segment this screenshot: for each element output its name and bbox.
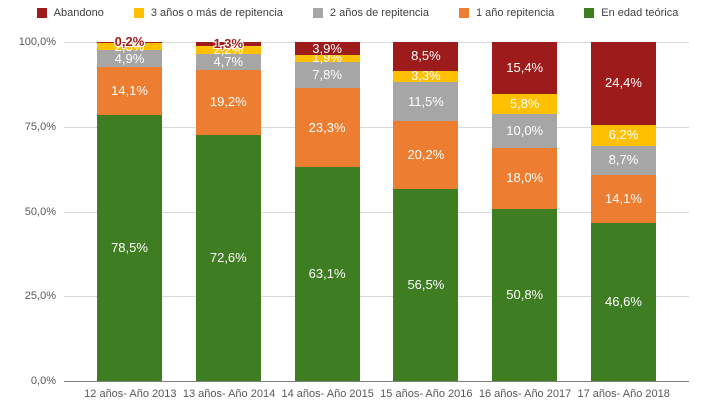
stacked-bar: 46,6% 14,1% 8,7% 6,2% 24,4%: [590, 42, 656, 381]
data-label: 4,7%: [213, 53, 244, 69]
data-label: 1,3%: [213, 36, 244, 52]
bar-segment: 14,1%: [97, 67, 162, 115]
stacked-bar: 63,1% 23,3% 7,8% 1,9% 3,9%: [294, 41, 360, 381]
legend-label: 3 años o más de repitencia: [150, 7, 283, 19]
legend-swatch-icon: [133, 8, 144, 18]
data-label: 18,0%: [506, 170, 544, 186]
bar-segment: 5,8%: [492, 94, 558, 114]
bar-segment: 4,7%: [195, 53, 261, 70]
legend-item: 2 años de repitencia: [312, 7, 429, 19]
data-label: 3,9%: [312, 40, 342, 56]
bar-segment: 20,2%: [393, 121, 459, 190]
bar-segment: 3,3%: [393, 69, 459, 83]
x-axis-category-label: 17 años- Año 2018: [577, 388, 670, 400]
bar-segment: 23,3%: [294, 88, 360, 168]
x-axis-category-label: 15 años- Año 2016: [380, 388, 473, 400]
bar-segment: 11,5%: [393, 82, 459, 121]
bar-segment: 10,0%: [492, 113, 558, 148]
legend-swatch-icon: [36, 8, 47, 18]
data-label: 46,6%: [605, 294, 642, 310]
gridline: [64, 296, 689, 298]
data-label: 11,5%: [407, 93, 444, 109]
stacked-bar: 50,8% 18,0% 10,0% 5,8% 15,4%: [492, 42, 558, 381]
data-label: 63,1%: [308, 266, 346, 282]
legend-label: En edad teórica: [601, 7, 679, 19]
y-axis-tick-label: 50,0%: [24, 205, 56, 218]
bar-segment: 7,8%: [294, 61, 360, 89]
data-label: 19,2%: [209, 94, 247, 110]
bar-segment: 19,2%: [195, 69, 261, 135]
bars-container: 78,5% 14,1% 4,9% 2,3% 0,2% 72,6% 19,2% 4,7% 2,2%…: [97, 35, 656, 381]
data-label: 56,5%: [407, 277, 445, 293]
data-label: 20,2%: [407, 147, 445, 163]
data-label: 14,1%: [111, 82, 148, 98]
data-label: 6,2%: [608, 127, 639, 143]
stacked-bar: 56,5% 20,2% 11,5% 3,3% 8,5%: [393, 42, 459, 381]
data-label: 50,8%: [506, 286, 544, 302]
legend-label: 1 año repitencia: [476, 7, 555, 19]
legend-swatch-icon: [312, 8, 323, 18]
legend-item: 3 años o más de repitencia: [133, 7, 283, 19]
bar-segment: 4,9%: [97, 50, 162, 68]
legend-item: Abandono: [36, 7, 104, 19]
bar-segment: 8,5%: [393, 42, 459, 71]
stacked-bar: 72,6% 19,2% 4,7% 2,2% 1,3%: [195, 37, 261, 381]
legend-item: 1 año repitencia: [459, 7, 554, 19]
data-label: 0,2%: [114, 34, 145, 50]
bar-segment: 14,1%: [590, 175, 656, 224]
y-axis-tick-label: 25,0%: [24, 290, 56, 303]
gridline: [64, 42, 689, 43]
bar-segment: 78,5%: [97, 114, 162, 381]
data-label: 72,6%: [209, 249, 247, 265]
chart-legend: Abandono 3 años o más de repitencia 2 años…: [0, 7, 715, 19]
bar-segment: 6,2%: [590, 124, 656, 146]
legend-label: 2 años de repitencia: [329, 7, 429, 19]
gridline: [64, 126, 689, 128]
data-label: 10,0%: [506, 122, 544, 138]
bar-segment: 63,1%: [294, 167, 360, 381]
x-axis-category-label: 14 años- Año 2015: [281, 388, 374, 400]
bar-segment: 50,8%: [492, 208, 558, 381]
gridline: [64, 211, 689, 213]
bar-segment: 8,7%: [590, 145, 656, 176]
bar-segment: 3,9%: [294, 41, 360, 56]
bar-segment: 46,6%: [590, 223, 656, 381]
x-axis-category-label: 12 años- Año 2013: [84, 388, 177, 400]
x-axis-category-label: 13 años- Año 2014: [182, 388, 276, 400]
legend-swatch-icon: [459, 8, 469, 18]
data-label: 24,4%: [605, 75, 642, 91]
legend-swatch-icon: [584, 8, 595, 18]
legend-label: Abandono: [53, 7, 104, 19]
data-label: 78,5%: [111, 239, 148, 255]
data-label: 23,3%: [308, 119, 346, 135]
bar-segment: 72,6%: [195, 134, 261, 381]
stacked-bar: 78,5% 14,1% 4,9% 2,3% 0,2%: [97, 35, 162, 381]
x-axis-labels: 12 años- Año 2013 13 años- Año 2014 14 año…: [81, 388, 673, 400]
data-label: 4,9%: [114, 50, 145, 66]
y-axis-tick-label: 0,0%: [30, 375, 56, 387]
data-label: 5,8%: [509, 96, 540, 112]
bar-segment: 0,2%: [97, 35, 162, 49]
x-axis-category-label: 16 años- Año 2017: [478, 388, 572, 400]
y-axis-tick-label: 100,0%: [18, 36, 56, 48]
bar-segment: 1,3%: [195, 37, 261, 51]
y-axis-tick-label: 75,0%: [24, 120, 56, 133]
data-label: 7,8%: [312, 66, 342, 82]
data-label: 14,1%: [605, 191, 642, 207]
bar-segment: 18,0%: [492, 147, 558, 209]
bar-segment: 1,9%: [294, 51, 360, 65]
x-axis-line: [64, 381, 689, 382]
legend-item: En edad teórica: [584, 7, 678, 19]
data-label: 15,4%: [506, 60, 544, 76]
bar-segment: 15,4%: [492, 42, 558, 95]
data-label: 8,5%: [411, 48, 441, 64]
data-label: 3,3%: [411, 68, 441, 84]
data-label: 8,7%: [608, 152, 639, 168]
bar-segment: 24,4%: [590, 42, 656, 125]
bar-segment: 56,5%: [393, 189, 459, 381]
